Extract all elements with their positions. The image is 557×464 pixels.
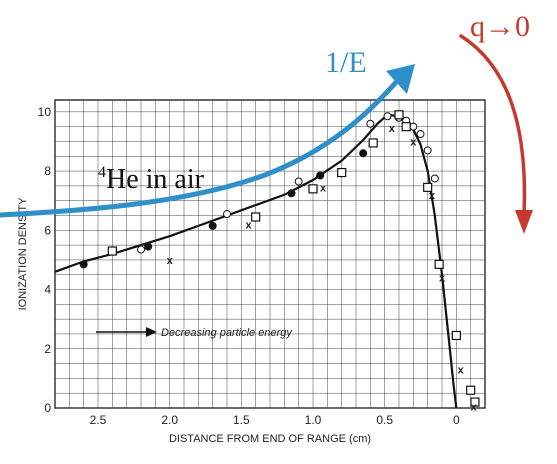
cross-point: x (410, 136, 417, 148)
fit-curve (54, 113, 458, 409)
inverse-energy-arrowhead (386, 64, 415, 94)
open-square-point (451, 330, 461, 341)
y-tick-labels: 0 2 4 6 8 10 (38, 105, 52, 415)
open-square-point (308, 184, 318, 194)
y-tick-label: 2 (44, 342, 51, 356)
open-square-point (434, 259, 444, 269)
cross-point: x (439, 273, 446, 285)
limit-label: q→0 (470, 10, 530, 43)
legend-arrow-head (146, 327, 157, 337)
open-square-point (251, 212, 261, 222)
inverse-energy-arrow (0, 77, 401, 218)
open-circle-point (137, 245, 145, 254)
legend: Decreasing particle energy (96, 327, 293, 339)
species-superscript: 4 (98, 164, 106, 181)
species-annotation: 4He in air (98, 164, 205, 195)
filled-circle-point (287, 189, 296, 198)
y-tick-label: 4 (44, 283, 51, 297)
open-circle-point (416, 130, 425, 139)
open-circle-point (366, 119, 375, 128)
open-circle-point (223, 210, 231, 219)
limit-arrow (459, 34, 527, 216)
filled-circle-point (79, 260, 88, 269)
cross-point: x (389, 123, 396, 135)
data-markers: x x x x x x x x x (79, 110, 480, 414)
cross-point: x (458, 365, 465, 377)
cross-point: x (245, 219, 252, 231)
limit-arrowhead (515, 210, 533, 234)
filled-circle-point (144, 242, 153, 251)
open-square-point (423, 182, 433, 192)
y-tick-label: 6 (44, 223, 51, 237)
cross-point: x (167, 255, 174, 267)
cross-point: x (470, 402, 477, 414)
y-tick-label: 10 (38, 105, 52, 119)
legend-text: Decreasing particle energy (161, 327, 293, 339)
species-name: He in air (106, 164, 205, 195)
open-square-point (401, 122, 411, 132)
open-square-point (470, 397, 480, 407)
open-circle-point (423, 146, 432, 155)
cross-point: x (320, 182, 327, 194)
open-square-point (368, 138, 378, 148)
x-tick-label: 1.0 (305, 413, 322, 427)
filled-circle-point (359, 149, 368, 158)
y-tick-label: 0 (44, 401, 51, 415)
x-axis-label: DISTANCE FROM END OF RANGE (cm) (169, 433, 371, 445)
x-tick-labels: 2.5 2.0 1.5 1.0 0.5 0 (90, 413, 460, 427)
cross-point: x (429, 190, 436, 202)
open-circle-point (409, 122, 418, 131)
y-axis-label: IONIZATION DENSITY (17, 197, 29, 311)
x-tick-label: 2.5 (90, 413, 107, 427)
x-tick-label: 0 (453, 413, 460, 427)
y-tick-label: 8 (44, 164, 51, 178)
filled-circle-point (208, 221, 217, 230)
open-circle-point (294, 177, 303, 186)
x-tick-label: 0.5 (376, 413, 393, 427)
open-square-point (107, 246, 117, 256)
inverse-energy-label: 1/E (325, 46, 367, 79)
filled-circle-point (316, 171, 325, 180)
open-circle-point (383, 112, 392, 121)
x-tick-label: 2.0 (161, 413, 178, 427)
x-tick-label: 1.5 (233, 413, 250, 427)
open-square-point (394, 110, 404, 120)
open-square-point (466, 385, 476, 395)
open-square-point (337, 167, 347, 178)
open-circle-point (430, 174, 439, 183)
